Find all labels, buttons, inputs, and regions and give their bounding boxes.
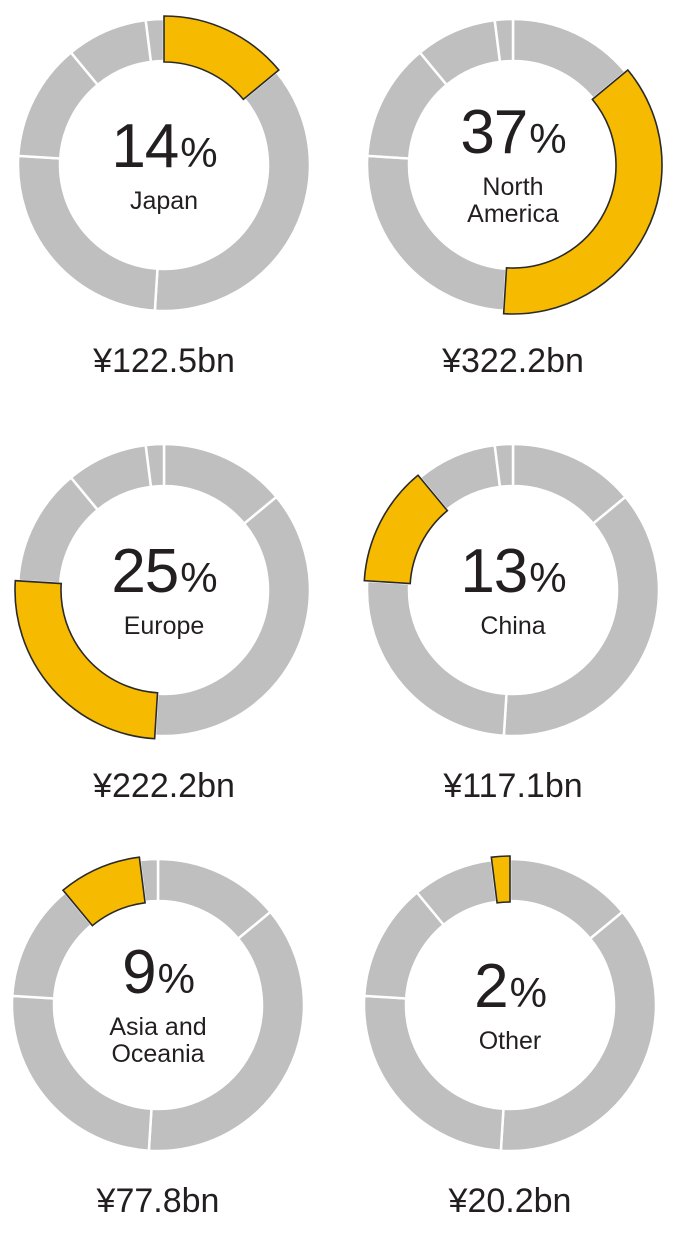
donut-japan: 14% Japan ¥122.5bn: [14, 15, 314, 415]
donut-europe: 25% Europe ¥222.2bn: [14, 440, 314, 840]
slice-japan-highlighted: [163, 15, 280, 101]
center-label: 37% North America: [363, 102, 663, 228]
donut-ring: [362, 855, 658, 1153]
percent-number: 2: [474, 952, 508, 1021]
slice-north-america: [499, 910, 658, 1153]
donut-ring: [363, 442, 661, 738]
donut-china: 13% China ¥117.1bn: [363, 440, 663, 840]
amount-label: ¥117.1bn: [443, 767, 583, 805]
donut-other: 2% Other ¥20.2bn: [360, 855, 660, 1255]
donut-ring: [10, 856, 306, 1153]
percent-number: 37: [460, 98, 528, 167]
region-label: Other: [360, 1028, 660, 1055]
region-label-line: China: [480, 612, 546, 640]
percent-value: 9%: [8, 942, 308, 1010]
percent-symbol: %: [529, 554, 566, 601]
region-label: Japan: [14, 188, 314, 215]
percent-value: 13%: [363, 541, 663, 609]
amount-label: ¥322.2bn: [442, 342, 584, 380]
region-label-line: North: [482, 173, 544, 201]
percent-value: 25%: [14, 541, 314, 609]
region-label-line: Japan: [129, 187, 199, 215]
percent-value: 37%: [363, 102, 663, 170]
percent-symbol: %: [529, 115, 566, 162]
donut-ring: [14, 442, 312, 740]
donut-north-america: 37% North America ¥322.2bn: [363, 15, 663, 415]
percent-number: 25: [111, 537, 179, 606]
region-label: Europe: [14, 613, 314, 640]
region-label: Asia and Oceania: [8, 1014, 308, 1068]
slice-asia-and-oceania-highlighted: [61, 856, 146, 927]
region-label: China: [363, 613, 663, 640]
donut-asia-and-oceania: 9% Asia and Oceania ¥77.8bn: [8, 855, 308, 1255]
center-label: 13% China: [363, 541, 663, 640]
center-label: 9% Asia and Oceania: [8, 942, 308, 1068]
region-label-line: Europe: [123, 612, 205, 640]
slice-north-america: [147, 910, 306, 1153]
region-label-line: America: [467, 200, 559, 228]
percent-symbol: %: [180, 129, 217, 176]
slice-north-america: [502, 495, 661, 738]
percent-symbol: %: [509, 969, 547, 1016]
amount-label: ¥222.2bn: [93, 767, 235, 805]
donut-ring: [365, 17, 663, 315]
region-label: North America: [363, 174, 663, 228]
center-label: 14% Japan: [14, 116, 314, 215]
center-label: 2% Other: [360, 956, 660, 1055]
amount-label: ¥77.8bn: [96, 1182, 220, 1220]
percent-symbol: %: [180, 554, 217, 601]
region-label-line: Oceania: [111, 1040, 205, 1068]
percent-symbol: %: [157, 955, 195, 1002]
slice-china-highlighted: [363, 474, 449, 585]
percent-number: 14: [111, 112, 179, 181]
slice-other-highlighted: [490, 855, 511, 904]
donut-ring: [16, 15, 312, 313]
slice-other: [144, 442, 166, 489]
slice-north-america-highlighted: [502, 68, 663, 315]
slice-other: [493, 17, 515, 64]
slice-north-america: [153, 495, 312, 738]
region-label-line: Other: [478, 1027, 542, 1055]
percent-number: 9: [122, 938, 156, 1007]
center-label: 25% Europe: [14, 541, 314, 640]
slice-north-america: [153, 70, 312, 313]
percent-number: 13: [460, 537, 528, 606]
amount-label: ¥122.5bn: [93, 342, 235, 380]
slice-other: [493, 442, 515, 489]
percent-value: 14%: [14, 116, 314, 184]
percent-value: 2%: [360, 956, 660, 1024]
region-label-line: Asia and: [109, 1013, 207, 1041]
slice-europe-highlighted: [14, 579, 159, 740]
amount-label: ¥20.2bn: [448, 1182, 572, 1220]
